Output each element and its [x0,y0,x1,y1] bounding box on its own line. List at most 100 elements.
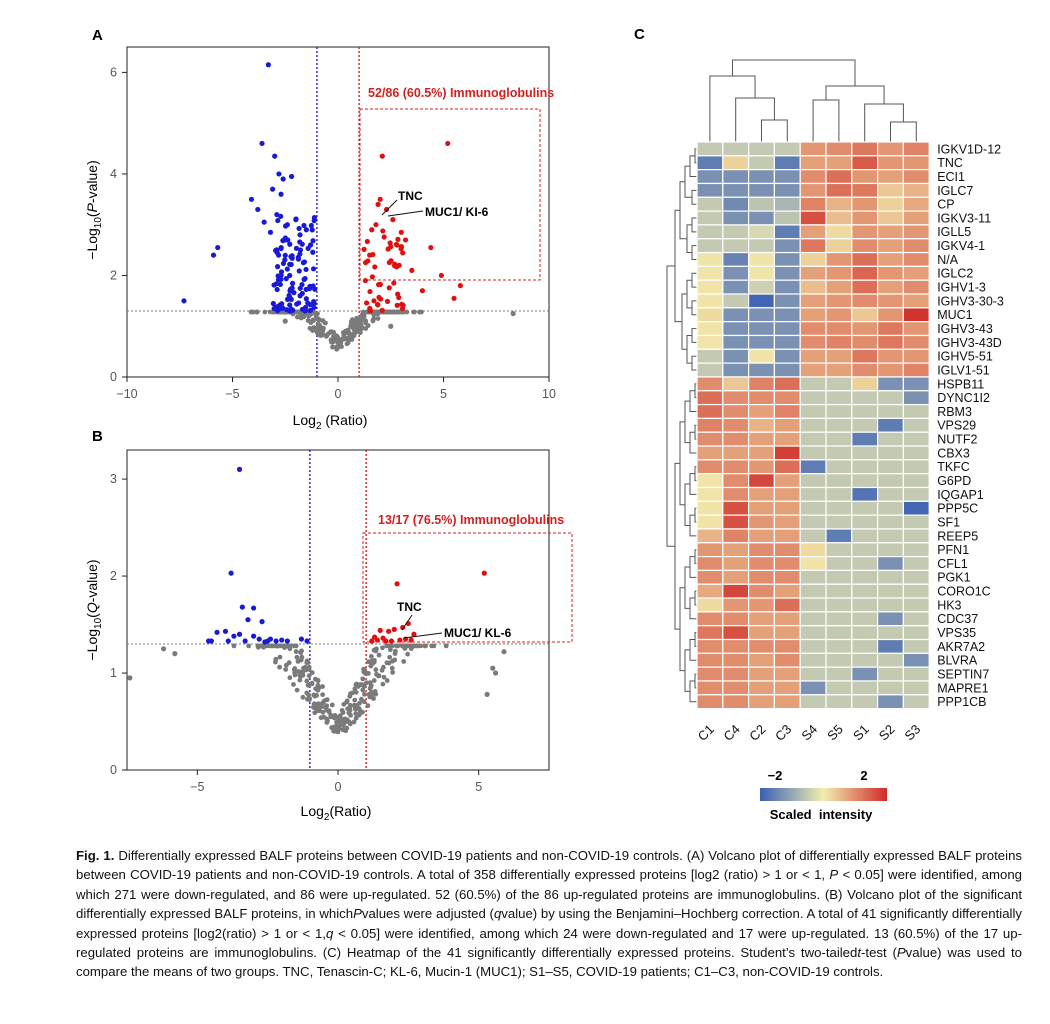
dendrogram-link [679,421,685,506]
caption-text-2: < 0.05] were identified, among which 271… [76,867,1022,922]
ns-point [250,309,256,315]
panel-b-ylabel: −Log10(Q-value) [84,559,104,660]
heatmap-cell [773,403,801,419]
heatmap-cell [902,652,930,668]
row-label: AKR7A2 [937,640,985,654]
panel-a-threshold-lines [127,47,549,377]
heatmap-cell [747,334,775,350]
ns-point [315,682,321,688]
heatmap-cell [747,473,775,489]
heatmap-cell [696,569,724,585]
ns-point [371,696,376,701]
row-label: DYNC1I2 [937,391,990,405]
ns-point [388,309,394,315]
ns-point [361,669,367,675]
up-point [428,244,434,251]
heatmap-cell [876,431,904,447]
heatmap-cell [876,376,904,392]
heatmap-cell [851,251,879,267]
heatmap-cell [799,362,827,378]
ns-point [160,646,167,652]
down-point [259,140,265,147]
ns-point [340,336,346,342]
ns-point [336,336,342,342]
heatmap-cell [876,569,904,585]
heatmap-cell [747,321,775,337]
ns-point [334,333,339,339]
heatmap-cell [799,500,827,516]
row-label: TNC [937,156,963,170]
heatmap-cell [747,680,775,696]
heatmap-cell [747,542,775,558]
ns-point [343,728,349,734]
up-point [411,631,417,637]
heatmap-cell [876,279,904,295]
ns-point [320,331,326,337]
heatmap-cell [851,528,879,544]
heatmap-cell [799,417,827,433]
ns-point [371,647,377,653]
heatmap-cell [799,141,827,157]
dendrogram-link [674,209,682,323]
up-point [397,637,403,643]
heatmap-cell [851,307,879,323]
dendrogram-link [761,119,788,142]
down-point [283,276,289,282]
heatmap-cell [851,680,879,696]
up-point [361,246,367,252]
y-tick-label: 2 [110,569,117,583]
up-point [377,196,383,202]
dendrogram-link [709,75,756,142]
heatmap-cell [722,431,750,447]
heatmap-cell [902,417,930,433]
heatmap-cell [722,141,750,157]
y-tick-label: 6 [110,65,117,79]
heatmap-cell [799,390,827,406]
dendrogram-link [666,265,675,547]
panel-a-immunoglobulin-box [359,108,541,281]
heatmap-cell [851,210,879,226]
down-point [236,631,243,637]
ns-point [353,682,359,688]
dendrogram-link [684,400,690,444]
down-point [231,633,237,639]
heatmap-cell [722,155,750,171]
heatmap-cell [825,210,853,226]
up-point [386,259,392,266]
heatmap-cell [747,238,775,254]
heatmap-cell [722,348,750,364]
heatmap-cell [902,265,930,281]
ns-point [353,715,359,721]
heatmap-cell [773,431,801,447]
up-point [398,229,404,235]
ns-point [359,325,365,331]
dendrogram-link [691,300,697,316]
heatmap-cell [851,279,879,295]
ns-point [320,692,326,698]
heatmap-cell [773,224,801,240]
row-label: IGHV3-43 [937,322,993,336]
heatmap-cell [799,528,827,544]
heatmap-cell [851,362,879,378]
heatmap-cell [825,638,853,654]
ns-point [297,672,303,678]
heatmap-cell [799,293,827,309]
heatmap-cell [902,155,930,171]
heatmap-cell [747,694,775,710]
down-point [269,186,276,192]
row-label: IGLC7 [937,184,973,198]
heatmap-cell [799,279,827,295]
ns-point [306,666,312,672]
panel-a-label-muc1: MUC1/ KI-6 [425,205,489,219]
heatmap-cell [851,666,879,682]
row-label: IGHV3-43D [937,336,1002,350]
heatmap-cell [851,169,879,185]
heatmap-cell [747,638,775,654]
heatmap-cell [747,666,775,682]
ns-point [295,314,300,320]
heatmap-cell [747,486,775,502]
heatmap-cell [773,666,801,682]
heatmap-cell [696,652,724,668]
ns-point [384,643,390,649]
